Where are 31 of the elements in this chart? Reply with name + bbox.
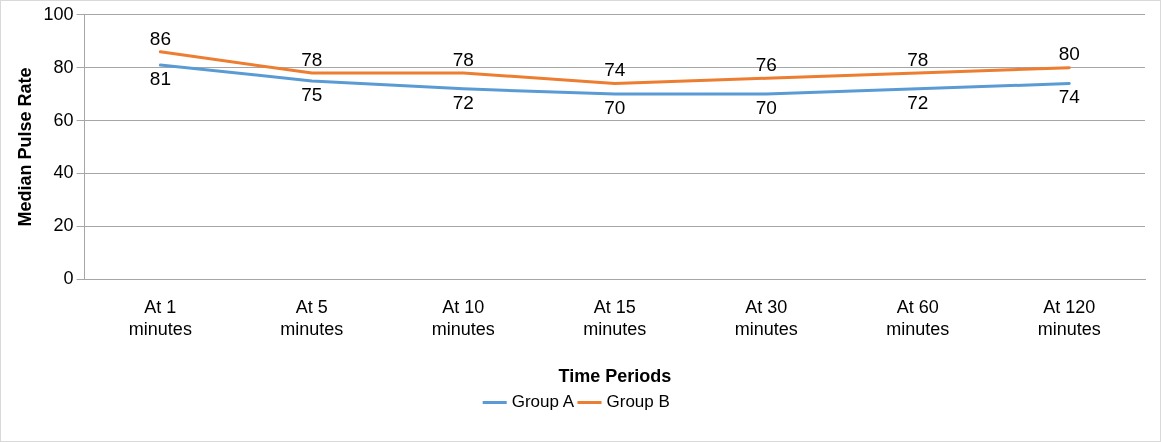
y-tick-label: 80 xyxy=(53,56,74,77)
x-tick-label: At 10 minutes xyxy=(431,296,495,339)
x-axis-title: Time Periods xyxy=(558,366,672,387)
y-tick-label: 40 xyxy=(53,162,74,183)
x-tick-label: At 15 minutes xyxy=(583,296,647,339)
data-label: 86 xyxy=(149,27,171,49)
x-tick-label: At 1 minutes xyxy=(128,296,192,339)
data-label: 76 xyxy=(755,53,777,75)
y-tick-label: 60 xyxy=(53,109,74,130)
data-label: 81 xyxy=(149,67,171,89)
x-tick-label: At 60 minutes xyxy=(886,296,950,339)
x-tick-label: At 5 minutes xyxy=(280,296,344,339)
data-label: 72 xyxy=(452,91,474,113)
data-label: 78 xyxy=(452,48,474,70)
data-label: 72 xyxy=(907,91,929,113)
data-label: 78 xyxy=(907,48,929,70)
data-label: 80 xyxy=(1058,43,1080,65)
data-label: 74 xyxy=(604,59,626,81)
data-label: 70 xyxy=(604,96,626,118)
y-tick-label: 100 xyxy=(43,3,74,24)
legend-label: Group A xyxy=(511,392,575,412)
data-label: 78 xyxy=(301,48,323,70)
data-label: 74 xyxy=(1058,86,1081,108)
data-label: 75 xyxy=(301,83,323,105)
x-tick-label: At 120 minutes xyxy=(1037,296,1101,339)
legend-label: Group B xyxy=(606,392,670,412)
y-tick-label: 20 xyxy=(53,215,74,236)
y-axis-title: Median Pulse Rate xyxy=(14,67,35,227)
x-tick-label: At 30 minutes xyxy=(734,296,798,339)
y-tick-label: 0 xyxy=(63,268,74,289)
data-label: 70 xyxy=(755,96,777,118)
